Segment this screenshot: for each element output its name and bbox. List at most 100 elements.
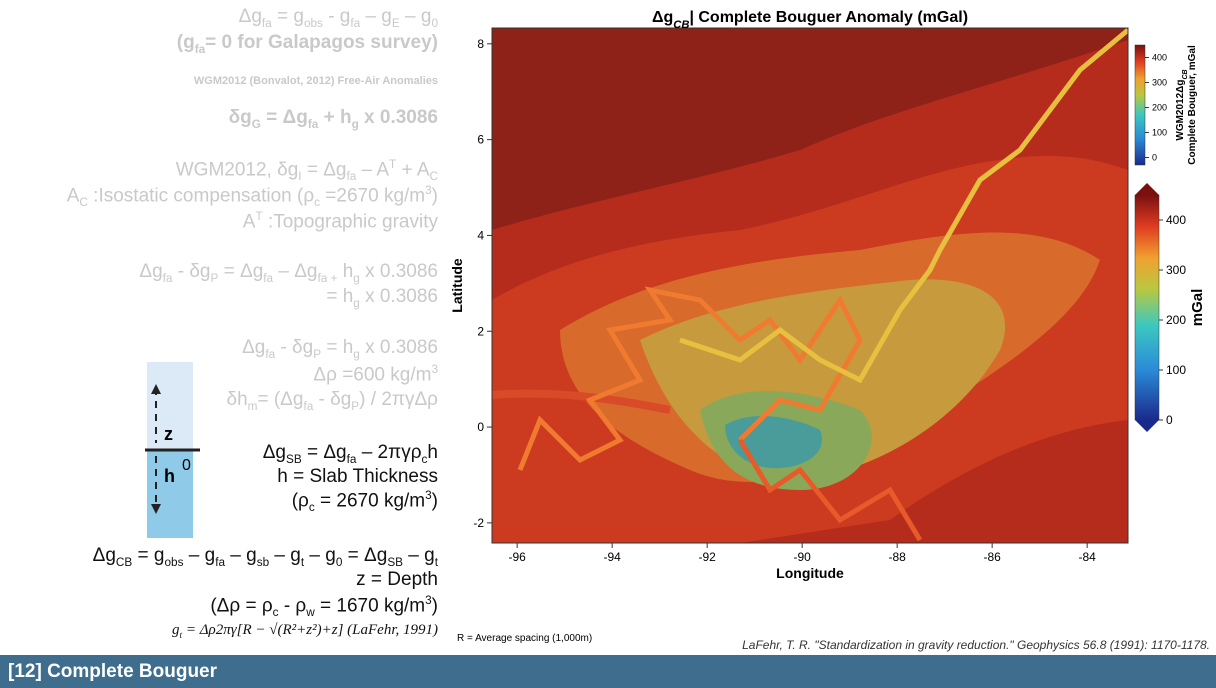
diagram-label: h [164, 466, 175, 486]
equation: Δgfa - δgP = Δgfa – Δgfa + hg x 0.3086 [139, 261, 438, 285]
text: ) [431, 185, 438, 207]
equation: = hg x 0.3086 [326, 286, 438, 310]
text: Δg [652, 9, 673, 26]
text: – g [360, 6, 392, 27]
colorbar-extend [1135, 420, 1159, 432]
text: A [242, 211, 256, 233]
text: WGM2012, δg [175, 159, 299, 181]
subscript: t [300, 555, 305, 569]
text: = h [326, 286, 354, 307]
text: Δg [139, 261, 163, 282]
text: – g [403, 545, 435, 566]
x-tick-label: -90 [793, 550, 811, 564]
subscript: fa [265, 347, 276, 361]
text: = (Δg [257, 389, 304, 410]
colorbar [1134, 44, 1146, 166]
subscript: g [351, 117, 359, 131]
text: – A [356, 159, 390, 181]
text: x 0.3086 [359, 261, 438, 282]
subscript: g [353, 347, 360, 361]
colorbar-tick-label: 300 [1166, 263, 1186, 277]
text: ) [431, 595, 438, 617]
y-tick-label: 4 [477, 228, 484, 242]
x-tick-label: -86 [983, 550, 1001, 564]
text: = 0 for Galapagos survey) [205, 32, 438, 53]
equation: δhm= (Δgfa - δgP) / 2πγΔρ [227, 389, 438, 413]
subscript: G [251, 117, 261, 131]
text: – g [304, 545, 336, 566]
subscript: g [353, 271, 360, 285]
equation: ΔgCB = gobs – gfa – gsb – gt – g0 = ΔgSB… [93, 545, 438, 569]
subscript: fa [346, 452, 357, 466]
note: (gfa= 0 for Galapagos survey) [177, 32, 438, 56]
text: + A [396, 159, 430, 181]
subscript: c [314, 196, 321, 210]
subscript: CB [673, 19, 689, 31]
text: WGM2012 (Bonvalot, 2012) Free-Air Anomal… [193, 75, 438, 87]
subscript: E [391, 16, 400, 30]
text: – g [225, 545, 257, 566]
text: x 0.3086 [358, 107, 438, 128]
citation: LaFehr, T. R. "Standardization in gravit… [742, 638, 1210, 652]
y-tick-label: 0 [477, 420, 484, 434]
text: = g [271, 6, 304, 27]
text: | Complete Bouguer Anomaly (mGal) [689, 9, 968, 26]
subscript: c [272, 606, 279, 620]
superscript: T [389, 158, 397, 171]
text: (ρ [291, 490, 309, 512]
text: Δg [92, 545, 116, 566]
subscript: C [79, 196, 88, 210]
text: = 1670 kg/m [314, 595, 426, 617]
text: δg [228, 107, 252, 128]
text: WGM2012Δg [1175, 80, 1186, 141]
subscript: fa [261, 16, 272, 30]
text: - δg [275, 337, 314, 358]
y-tick-label: 8 [477, 37, 484, 51]
superscript: 3 [425, 594, 432, 607]
subscript: fa [350, 16, 361, 30]
x-axis-label: Longitude [776, 565, 844, 581]
text: - δg [313, 389, 352, 410]
diagram-label: 0 [182, 457, 191, 474]
slab-diagram: z h 0 [145, 362, 200, 538]
text: z = Depth [356, 569, 438, 590]
equation: δgG = Δgfa + hg x 0.3086 [229, 107, 438, 131]
text: mGal [1189, 289, 1206, 327]
text: Δg [238, 6, 262, 27]
x-tick-label: -96 [509, 550, 527, 564]
subscript: m [247, 399, 258, 413]
subscript: fa [162, 271, 173, 285]
equation: Δρ =600 kg/m3 [313, 363, 438, 386]
note: h = Slab Thickness [277, 466, 438, 488]
y-tick-label: -2 [473, 516, 484, 530]
subscript: c [308, 501, 315, 515]
text: – Δg [273, 261, 318, 282]
subscript: fa [194, 42, 206, 56]
colorbar [1134, 194, 1160, 421]
text: (g [176, 32, 195, 53]
superscript: T [255, 210, 263, 223]
subscript: fa [215, 555, 226, 569]
subscript: sb [256, 555, 270, 569]
subscript: fa [303, 399, 314, 413]
subscript: CB [1182, 69, 1189, 79]
subscript: w [306, 606, 315, 620]
colorbar-tick-label: 0 [1152, 153, 1157, 163]
text: = Δg [342, 545, 388, 566]
text: Δg [262, 442, 286, 463]
text: - ρ [278, 595, 307, 617]
text: :Topographic gravity [262, 211, 438, 233]
text: x 0.3086 [359, 286, 438, 307]
colorbar-label: Complete Bouguer, mGal [1187, 45, 1198, 165]
text: Δρ =600 kg/m [313, 364, 432, 386]
text: (Δρ = ρ [210, 595, 273, 617]
equation: Δgfa = gobs - gfa – gE – g0 [239, 6, 438, 30]
text: h [427, 442, 438, 463]
subscript: fa [346, 170, 357, 184]
x-tick-label: -84 [1078, 550, 1096, 564]
subscript: CB [115, 555, 133, 569]
text: = Δρ2πγ[R − √(R²+z²)+z] [182, 622, 344, 638]
colorbar-tick-label: 400 [1152, 53, 1167, 63]
note: (ρc = 2670 kg/m3) [292, 489, 438, 514]
note: WGM2012 (Bonvalot, 2012) Free-Air Anomal… [194, 75, 438, 87]
